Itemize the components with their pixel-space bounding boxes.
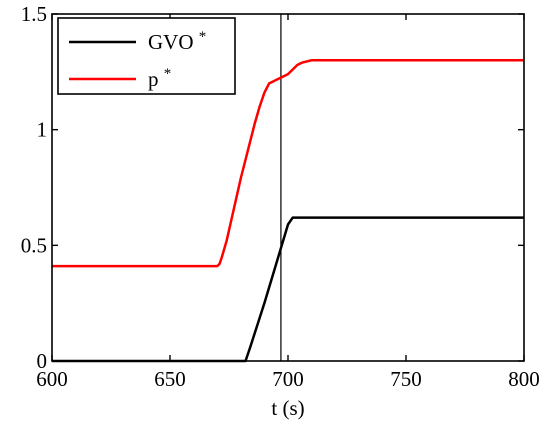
x-axis-ticks: 600 650 700 750 800 <box>36 14 540 391</box>
legend-name-p: p <box>148 67 159 91</box>
series-line-gvo <box>52 216 524 363</box>
plot-area <box>52 14 524 363</box>
x-axis-label: t (s) <box>271 396 304 420</box>
y-axis-ticks: 0 0.5 1 1.5 <box>21 2 524 373</box>
legend-entry-p: p * <box>69 66 171 91</box>
legend: GVO * p * <box>57 17 236 95</box>
x-tick-label: 600 <box>36 367 68 391</box>
axes: 600 650 700 750 800 0 0.5 1 1.5 t (s) <box>21 2 540 420</box>
x-tick-label: 650 <box>154 367 186 391</box>
legend-sup-p: * <box>164 66 172 82</box>
y-tick-label: 1.5 <box>21 2 47 26</box>
x-tick-label: 700 <box>272 367 304 391</box>
legend-box <box>57 17 236 95</box>
y-tick-label: 0 <box>37 349 48 373</box>
x-tick-label: 800 <box>508 367 540 391</box>
x-tick-label: 750 <box>390 367 422 391</box>
legend-label-gvo: GVO * <box>148 29 206 54</box>
y-tick-label: 0.5 <box>21 233 47 257</box>
legend-name-gvo: GVO <box>148 30 194 54</box>
y-tick-label: 1 <box>37 118 48 142</box>
legend-sup-gvo: * <box>199 29 207 45</box>
series-line-p <box>52 59 524 268</box>
legend-label-p: p * <box>148 66 171 91</box>
legend-entry-gvo: GVO * <box>69 29 206 54</box>
